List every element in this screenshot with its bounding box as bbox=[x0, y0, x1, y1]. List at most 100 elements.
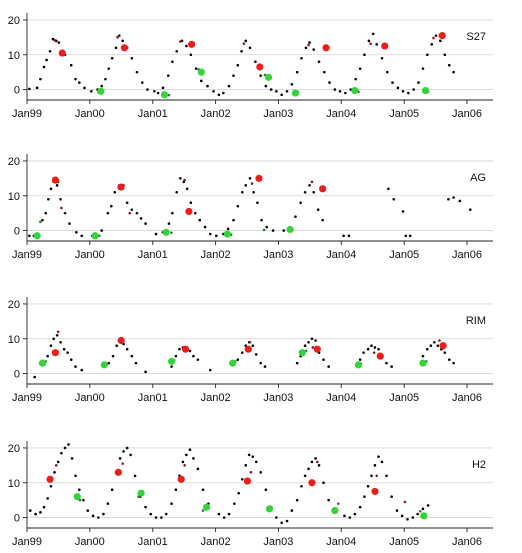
data-point bbox=[425, 53, 429, 57]
data-point bbox=[188, 448, 192, 452]
data-point bbox=[153, 90, 156, 93]
data-point bbox=[419, 509, 422, 513]
data-point bbox=[262, 228, 266, 232]
data-point bbox=[256, 201, 259, 205]
data-point bbox=[167, 222, 171, 225]
x-tick-label: Jan00 bbox=[75, 108, 105, 120]
data-point bbox=[285, 90, 289, 93]
data-point bbox=[304, 46, 308, 50]
data-point bbox=[120, 44, 128, 52]
chart-panel-s27: 0 10 20 Jan99 Jan00 Jan01 Jan02 Jan03 Jan04 Jan05… bbox=[8, 13, 493, 120]
data-point bbox=[146, 88, 149, 91]
data-point bbox=[67, 443, 70, 446]
data-point bbox=[128, 211, 132, 215]
series-2 bbox=[58, 32, 446, 71]
data-point bbox=[91, 232, 99, 240]
data-point bbox=[97, 87, 105, 95]
data-point bbox=[259, 471, 262, 474]
data-point bbox=[174, 488, 178, 492]
data-point bbox=[314, 339, 317, 342]
data-point bbox=[223, 230, 231, 238]
data-point bbox=[188, 40, 196, 48]
data-point bbox=[294, 215, 297, 218]
data-point bbox=[130, 208, 134, 211]
data-point bbox=[298, 349, 306, 357]
data-point bbox=[203, 225, 207, 229]
data-point bbox=[75, 231, 78, 234]
data-point bbox=[373, 464, 377, 467]
data-point bbox=[185, 187, 189, 191]
data-point bbox=[370, 474, 373, 478]
data-point bbox=[240, 477, 244, 481]
x-tick-label: Jan04 bbox=[326, 392, 356, 404]
data-point bbox=[196, 467, 200, 471]
data-point bbox=[125, 201, 129, 205]
data-point bbox=[328, 81, 331, 84]
data-point bbox=[39, 511, 42, 514]
data-point bbox=[348, 516, 352, 519]
data-point bbox=[200, 79, 203, 83]
data-point bbox=[323, 70, 326, 74]
data-point bbox=[411, 516, 415, 519]
data-point bbox=[49, 484, 53, 488]
data-point bbox=[117, 183, 125, 191]
panel-label: AG bbox=[470, 172, 486, 184]
data-point bbox=[443, 351, 447, 354]
data-point bbox=[100, 361, 108, 369]
data-point bbox=[69, 63, 73, 67]
data-point bbox=[114, 46, 118, 50]
data-point bbox=[185, 44, 188, 48]
data-point bbox=[135, 211, 139, 215]
data-point bbox=[56, 460, 60, 464]
data-point bbox=[226, 227, 230, 231]
data-point bbox=[51, 176, 59, 184]
data-point bbox=[286, 225, 294, 234]
data-point bbox=[42, 65, 46, 69]
data-point bbox=[264, 84, 268, 88]
data-point bbox=[222, 516, 226, 519]
data-point bbox=[255, 174, 263, 182]
data-point bbox=[280, 521, 283, 525]
data-point bbox=[28, 234, 31, 238]
data-point bbox=[327, 498, 330, 502]
data-point bbox=[377, 455, 380, 458]
data-point bbox=[46, 354, 49, 358]
data-point bbox=[366, 484, 370, 488]
data-point bbox=[83, 86, 86, 90]
data-point bbox=[227, 512, 231, 516]
data-point bbox=[265, 73, 273, 81]
x-tick-label: Jan01 bbox=[138, 108, 168, 120]
data-point bbox=[447, 63, 451, 67]
data-point bbox=[189, 201, 193, 205]
data-point bbox=[331, 507, 339, 515]
data-point bbox=[58, 49, 66, 57]
x-tick-label: Jan06 bbox=[452, 108, 482, 120]
data-point bbox=[125, 347, 129, 351]
data-point bbox=[314, 457, 317, 460]
x-tick-label: Jan06 bbox=[452, 392, 482, 404]
data-point bbox=[317, 60, 321, 64]
data-point bbox=[421, 87, 430, 95]
data-point bbox=[114, 468, 122, 476]
data-point bbox=[183, 178, 186, 182]
series-4 bbox=[38, 349, 427, 369]
data-point bbox=[380, 460, 384, 464]
data-point bbox=[164, 512, 168, 516]
data-point bbox=[33, 232, 41, 240]
series-0 bbox=[28, 177, 472, 238]
data-point bbox=[248, 46, 252, 50]
series-3 bbox=[78, 495, 422, 513]
data-point bbox=[206, 84, 209, 88]
x-tick-label: Jan99 bbox=[12, 536, 42, 548]
data-point bbox=[353, 512, 357, 516]
data-point bbox=[49, 187, 53, 191]
data-point bbox=[181, 345, 190, 353]
data-point bbox=[107, 67, 111, 70]
data-point bbox=[458, 199, 462, 203]
data-point bbox=[373, 346, 377, 349]
data-point bbox=[46, 475, 54, 483]
data-point bbox=[242, 42, 246, 45]
data-point bbox=[137, 489, 145, 497]
data-point bbox=[57, 41, 61, 44]
